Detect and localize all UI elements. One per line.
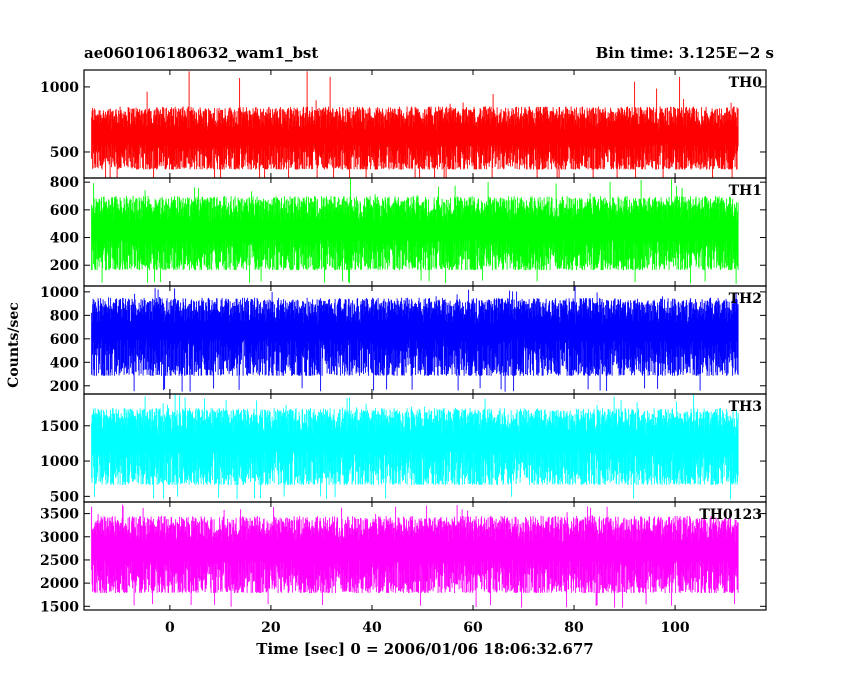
panel-label-th3: TH3 <box>729 399 762 415</box>
x-tick-label: 60 <box>463 620 483 636</box>
y-tick-label-th1: 600 <box>50 203 79 219</box>
y-tick-label-th3: 500 <box>50 489 79 505</box>
y-tick-label-th1: 800 <box>50 175 79 191</box>
y-tick-label-th0123: 3000 <box>40 530 79 546</box>
x-tick-label: 20 <box>261 620 281 636</box>
y-tick-label-th0123: 2500 <box>40 553 79 569</box>
x-tick-label: 80 <box>564 620 584 636</box>
y-tick-label-th0123: 1500 <box>40 599 79 615</box>
y-tick-label-th1: 200 <box>50 258 79 274</box>
y-tick-label-th2: 400 <box>50 355 79 371</box>
y-tick-label-th2: 600 <box>50 332 79 348</box>
y-tick-label-th2: 1000 <box>40 285 79 301</box>
series-th1 <box>91 178 739 284</box>
panel-label-th0123: TH0123 <box>699 507 762 523</box>
y-tick-label-th3: 1000 <box>40 454 79 470</box>
y-tick-label-th3: 1500 <box>40 419 79 435</box>
series-th3 <box>91 394 739 500</box>
y-tick-label-th0123: 3500 <box>40 507 79 523</box>
x-tick-label: 100 <box>660 620 689 636</box>
panel-frame-th0123 <box>83 501 767 611</box>
chart-title: ae060106180632_wam1_bst <box>84 44 319 62</box>
x-tick-label: 40 <box>362 620 382 636</box>
panel-label-th2: TH2 <box>729 291 762 307</box>
series-th0123 <box>91 504 739 608</box>
series-th0 <box>91 71 739 178</box>
y-tick-label-th2: 200 <box>50 379 79 395</box>
y-tick-label-th2: 800 <box>50 308 79 324</box>
bin-time-label: Bin time: 3.125E−2 s <box>595 44 774 62</box>
panel-label-th1: TH1 <box>729 183 762 199</box>
y-tick-label-th0: 1000 <box>40 80 79 96</box>
x-tick-label: 0 <box>165 620 175 636</box>
y-tick-label-th0: 500 <box>50 145 79 161</box>
y-tick-label-th1: 400 <box>50 231 79 247</box>
y-tick-label-th0123: 2000 <box>40 576 79 592</box>
series-th2 <box>91 286 739 392</box>
panel-label-th0: TH0 <box>729 75 763 91</box>
x-axis-label: Time [sec] 0 = 2006/01/06 18:06:32.677 <box>256 640 594 658</box>
